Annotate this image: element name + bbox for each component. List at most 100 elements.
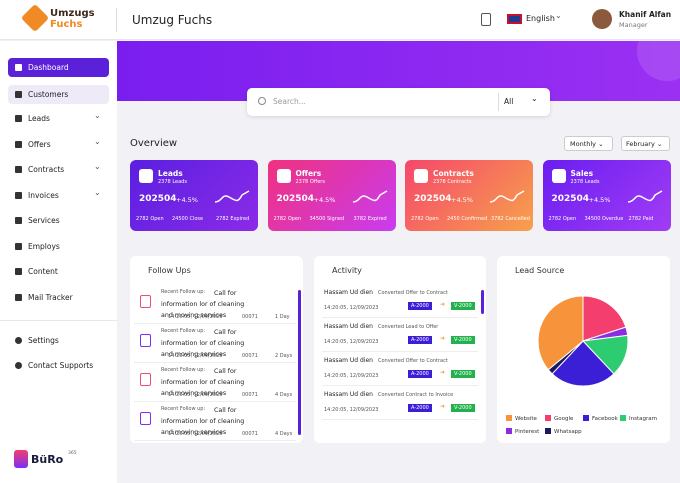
card-subtitle: 2378 Contracts	[433, 179, 472, 185]
pie-chart: Website Google Facebook Instagram Pinterest W…	[506, 295, 657, 435]
avatar[interactable]	[592, 9, 612, 29]
doc-icon[interactable]	[481, 13, 491, 26]
card-stat: 2782 Open	[548, 216, 577, 222]
card-change: +4.5%	[176, 196, 198, 204]
month-select[interactable]: February ⌄	[621, 136, 670, 151]
nav-item[interactable]: Employs	[8, 237, 109, 256]
legend-label: Instagram	[629, 416, 657, 422]
nav-item[interactable]: Contact Supports	[8, 356, 109, 375]
search-filter[interactable]: All	[504, 97, 514, 106]
chevron: ⌄	[94, 137, 101, 146]
banner-decor	[637, 41, 680, 81]
card-subtitle: 2378 Leads	[158, 179, 187, 185]
nav-item[interactable]: Contracts ⌄	[8, 160, 109, 179]
follow-up-id: 00071	[242, 392, 258, 398]
nav-icon	[15, 362, 22, 369]
nav-icon	[15, 166, 22, 173]
card-change: +4.5%	[313, 196, 336, 204]
activity-item[interactable]: Hassam Ud dien Converted Lead to Offer 14:…	[322, 320, 478, 352]
nav-label: Customers	[28, 90, 69, 99]
legend-swatch	[506, 415, 512, 421]
activity-time: 14:20:05, 12/09/2023	[324, 305, 379, 311]
nav-item[interactable]: Settings	[8, 331, 109, 350]
nav-item[interactable]: Mail Tracker	[8, 288, 109, 307]
activity-item[interactable]: Hassam Ud dien Converted Contract to Invo…	[322, 388, 478, 420]
activity-action: Converted Lead to Offer	[378, 324, 439, 330]
legend-swatch	[545, 415, 551, 421]
nav-label: Invoices	[28, 191, 59, 200]
chevron: ⌄	[94, 111, 101, 120]
period: Monthly	[570, 140, 597, 148]
follow-up-item[interactable]: Recent Follow up: Call for information lo…	[134, 364, 296, 402]
chevron: ⌄	[531, 94, 538, 103]
stat-card[interactable]: Contracts 2378 Contracts 202504 +4.5% 2782 O…	[405, 160, 533, 231]
card-stat: 2782 Open	[136, 216, 164, 222]
nav-icon	[15, 192, 22, 199]
activity-action: Converted Offer to Contract	[378, 290, 448, 296]
follow-up-item[interactable]: Recent Follow up: Call for information lo…	[134, 286, 296, 324]
legend-swatch	[545, 428, 551, 434]
stat-card[interactable]: Leads 2378 Leads 202504 +4.5% 2782 Open 24500…	[130, 160, 258, 231]
card-icon	[139, 169, 153, 183]
activity-action: Converted Contract to Invoice	[378, 392, 454, 398]
nav-item[interactable]: Customers	[8, 85, 109, 104]
overview-title: Overview	[130, 138, 178, 149]
nav-item[interactable]: Dashboard	[8, 58, 109, 77]
arrow: ➜	[440, 335, 446, 342]
nav-icon	[15, 64, 22, 71]
pie-slice	[551, 340, 615, 387]
sparkline	[352, 189, 388, 205]
card-stat: 2782 Open	[411, 216, 439, 222]
activity-item[interactable]: Hassam Ud dien Converted Offer to Contrac…	[322, 354, 478, 386]
period-select[interactable]: Monthly ⌄	[564, 136, 613, 151]
follow-up-id: 00071	[242, 353, 258, 359]
nav-item[interactable]: Services	[8, 211, 109, 230]
follow-up-time: 14:20:05, 12/09/2023	[168, 314, 223, 320]
sidebar: BüRo 365 Dashboard Customers Leads ⌄ Offers ⌄…	[0, 41, 117, 483]
follow-up-time: 14:20:05, 12/09/2023	[168, 431, 223, 437]
card-stat: 2782 Open	[273, 216, 302, 222]
follow-up-icon	[140, 295, 151, 308]
divider	[0, 320, 117, 321]
nav-item[interactable]: Leads ⌄	[8, 109, 109, 128]
from-badge: A-2000	[408, 302, 432, 310]
follow-up-text: Call for information lor of cleaning and…	[161, 329, 245, 358]
card-stat: 34500 Signed	[309, 216, 345, 222]
language[interactable]: English	[526, 14, 555, 23]
panel-title: Follow Ups	[148, 266, 191, 275]
activity-name: Hassam Ud dien	[324, 323, 373, 330]
search-box[interactable]: Search... All ⌄	[247, 88, 550, 116]
nav-item[interactable]: Invoices ⌄	[8, 186, 109, 205]
nav-label: Dashboard	[28, 63, 69, 72]
follow-up-icon	[140, 334, 151, 347]
card-stat: 24500 Close	[172, 216, 204, 222]
card-value: 202504	[276, 194, 315, 204]
arrow: ➜	[440, 301, 446, 308]
nav-label: Contracts	[28, 165, 65, 174]
stat-card[interactable]: Sales 2378 Leads 202504 +4.5% 2782 Open 34500…	[542, 160, 671, 231]
activity-name: Hassam Ud dien	[324, 289, 373, 296]
nav-icon	[15, 217, 22, 224]
brand-icon	[14, 450, 28, 468]
from-badge: A-2000	[408, 370, 432, 378]
activity-item[interactable]: Hassam Ud dien Converted Offer to Contrac…	[322, 286, 478, 318]
card-icon	[414, 169, 428, 183]
legend-label: Google	[554, 416, 574, 422]
flag[interactable]	[507, 14, 522, 24]
nav-item[interactable]: Content	[8, 262, 109, 281]
nav-icon	[15, 243, 22, 250]
follow-up-duration: 4 Days	[275, 392, 293, 398]
follow-up-item[interactable]: Recent Follow up: Call for information lo…	[134, 403, 296, 441]
follow-up-item[interactable]: Recent Follow up: Call for information lo…	[134, 325, 296, 363]
activity-time: 14:20:05, 12/09/2023	[324, 373, 379, 379]
nav-icon	[15, 337, 22, 344]
lead-source-panel: Lead Source Website Google Facebook Instagr…	[497, 256, 670, 443]
user-name: Khanif Alfan	[619, 10, 672, 19]
logo-icon	[20, 3, 50, 33]
nav-item[interactable]: Offers ⌄	[8, 135, 109, 154]
chevron: ⌄	[555, 11, 562, 20]
nav-icon	[15, 91, 22, 98]
stat-card[interactable]: Offers 2378 Offers 202504 +4.5% 2782 Open 345…	[267, 160, 396, 231]
nav-label: Settings	[28, 336, 59, 345]
